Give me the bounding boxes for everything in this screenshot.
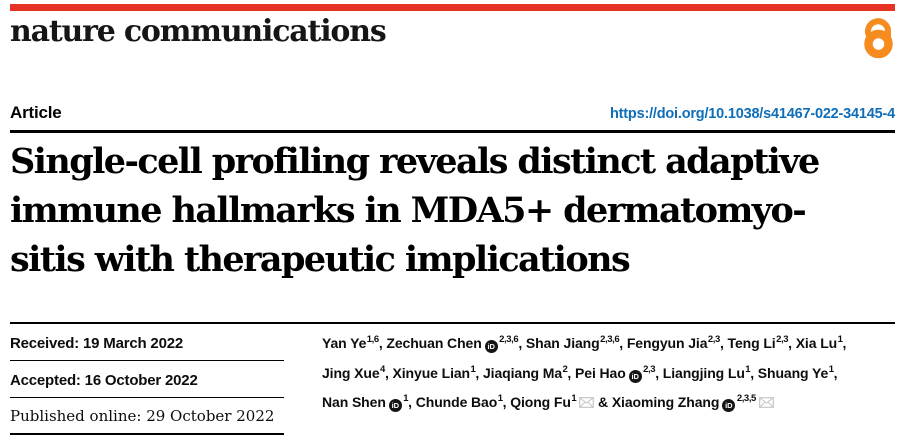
affiliation-superscript: 1 xyxy=(403,393,409,404)
affiliation-superscript: 2,3 xyxy=(776,334,789,345)
title-line-2: immune hallmarks in MDA5+ dermatomyo- xyxy=(10,190,807,231)
orcid-icon[interactable]: iD xyxy=(484,340,498,353)
author-separator: & xyxy=(594,394,612,410)
email-icon[interactable] xyxy=(579,390,595,418)
author-separator: , xyxy=(567,364,576,381)
author-name: Liangjing Lu xyxy=(662,364,745,381)
author: Qiong Fu1 xyxy=(510,393,595,410)
author: Pei Hao iD2,3 xyxy=(575,363,656,383)
author-name: Pei Hao xyxy=(575,364,626,381)
affiliation-superscript: 1 xyxy=(837,334,843,345)
affiliation-superscript: 1 xyxy=(571,393,577,404)
email-icon[interactable] xyxy=(759,390,774,418)
doi-link[interactable]: https://doi.org/10.1038/s41467-022-34145… xyxy=(610,106,895,122)
published-date: Published online: 29 October 2022 xyxy=(10,398,284,435)
author-name: Xia Lu xyxy=(795,335,838,351)
author-separator: , xyxy=(719,335,728,351)
accepted-date: Accepted: 16 October 2022 xyxy=(10,361,284,398)
author-list: Yan Ye1,6, Zechuan Chen iD2,3,6, Shan Jia… xyxy=(322,330,902,419)
author: Teng Li2,3 xyxy=(727,334,789,351)
author-name: Shuang Ye xyxy=(757,364,829,381)
author: Xiaoming Zhang iD2,3,5 xyxy=(611,393,774,412)
article-row: Article https://doi.org/10.1038/s41467-0… xyxy=(10,103,895,123)
author-name: Xiaoming Zhang xyxy=(611,394,720,410)
author-separator: , xyxy=(518,335,526,351)
author-name: Jiaqiang Ma xyxy=(483,364,563,381)
received-date: Received: 19 March 2022 xyxy=(10,324,284,361)
affiliation-superscript: 1 xyxy=(470,363,476,375)
affiliation-superscript: 2,3,6 xyxy=(499,334,519,345)
author: Shuang Ye1 xyxy=(757,363,834,381)
author-name: Xinyue Lian xyxy=(392,364,471,381)
author: Zechuan Chen iD2,3,6 xyxy=(386,334,519,353)
orcid-icon[interactable]: iD xyxy=(722,399,736,412)
affiliation-superscript: 2,3 xyxy=(707,334,720,345)
rule-under-article xyxy=(10,130,895,133)
author-name: Nan Shen xyxy=(322,394,386,410)
author-separator: , xyxy=(475,364,483,381)
orcid-icon[interactable]: iD xyxy=(628,369,642,383)
author-name: Chunde Bao xyxy=(415,394,498,410)
affiliation-superscript: 4 xyxy=(380,363,385,375)
affiliation-superscript: 2,3,6 xyxy=(600,334,620,345)
title-line-3: sitis with therapeutic implications xyxy=(10,239,631,280)
author-name: Shan Jiang xyxy=(525,335,600,351)
open-access-icon xyxy=(864,18,893,59)
author-separator: , xyxy=(833,364,838,381)
orcid-icon[interactable]: iD xyxy=(388,399,402,412)
affiliation-superscript: 2,3,5 xyxy=(736,393,757,404)
author-separator: , xyxy=(408,394,416,410)
author-name: Qiong Fu xyxy=(510,394,571,410)
affiliation-superscript: 1,6 xyxy=(366,334,379,345)
author: Chunde Bao1 xyxy=(415,393,503,410)
author: Fengyun Jia2,3 xyxy=(626,334,721,351)
affiliation-superscript: 1 xyxy=(828,363,834,375)
brand-bar xyxy=(10,4,895,11)
rule-above-history xyxy=(10,322,895,324)
author: Jiaqiang Ma2 xyxy=(483,363,568,381)
article-type-label: Article xyxy=(10,103,62,122)
paper-title: Single-cell profiling reveals distinct a… xyxy=(10,137,896,284)
author-separator: , xyxy=(750,364,758,381)
author-name: Yan Ye xyxy=(322,335,367,351)
author: Xia Lu1 xyxy=(795,334,843,351)
author-separator: , xyxy=(619,335,627,351)
affiliation-superscript: 2,3 xyxy=(643,363,656,375)
author-separator: , xyxy=(378,335,387,351)
author-name: Fengyun Jia xyxy=(626,335,708,351)
author: Liangjing Lu1 xyxy=(662,363,751,381)
author-separator: , xyxy=(788,335,796,351)
author: Jing Xue4 xyxy=(322,363,385,381)
author-name: Zechuan Chen xyxy=(386,335,482,351)
author-name: Teng Li xyxy=(727,335,776,351)
author-separator: , xyxy=(502,394,511,410)
journal-logo: nature communications xyxy=(10,14,387,49)
article-history: Received: 19 March 2022 Accepted: 16 Oct… xyxy=(10,324,284,435)
author-separator: , xyxy=(655,364,663,381)
title-line-1: Single-cell profiling reveals distinct a… xyxy=(10,141,820,182)
author-separator: , xyxy=(842,335,847,351)
author: Yan Ye1,6 xyxy=(322,334,379,351)
author: Nan Shen iD1 xyxy=(322,393,409,412)
author-separator: , xyxy=(384,364,393,381)
affiliation-superscript: 1 xyxy=(497,393,503,404)
affiliation-superscript: 2 xyxy=(562,363,568,375)
affiliation-superscript: 1 xyxy=(745,363,751,375)
author: Shan Jiang2,3,6 xyxy=(525,334,620,351)
author-name: Jing Xue xyxy=(322,364,380,381)
author: Xinyue Lian1 xyxy=(392,363,476,381)
